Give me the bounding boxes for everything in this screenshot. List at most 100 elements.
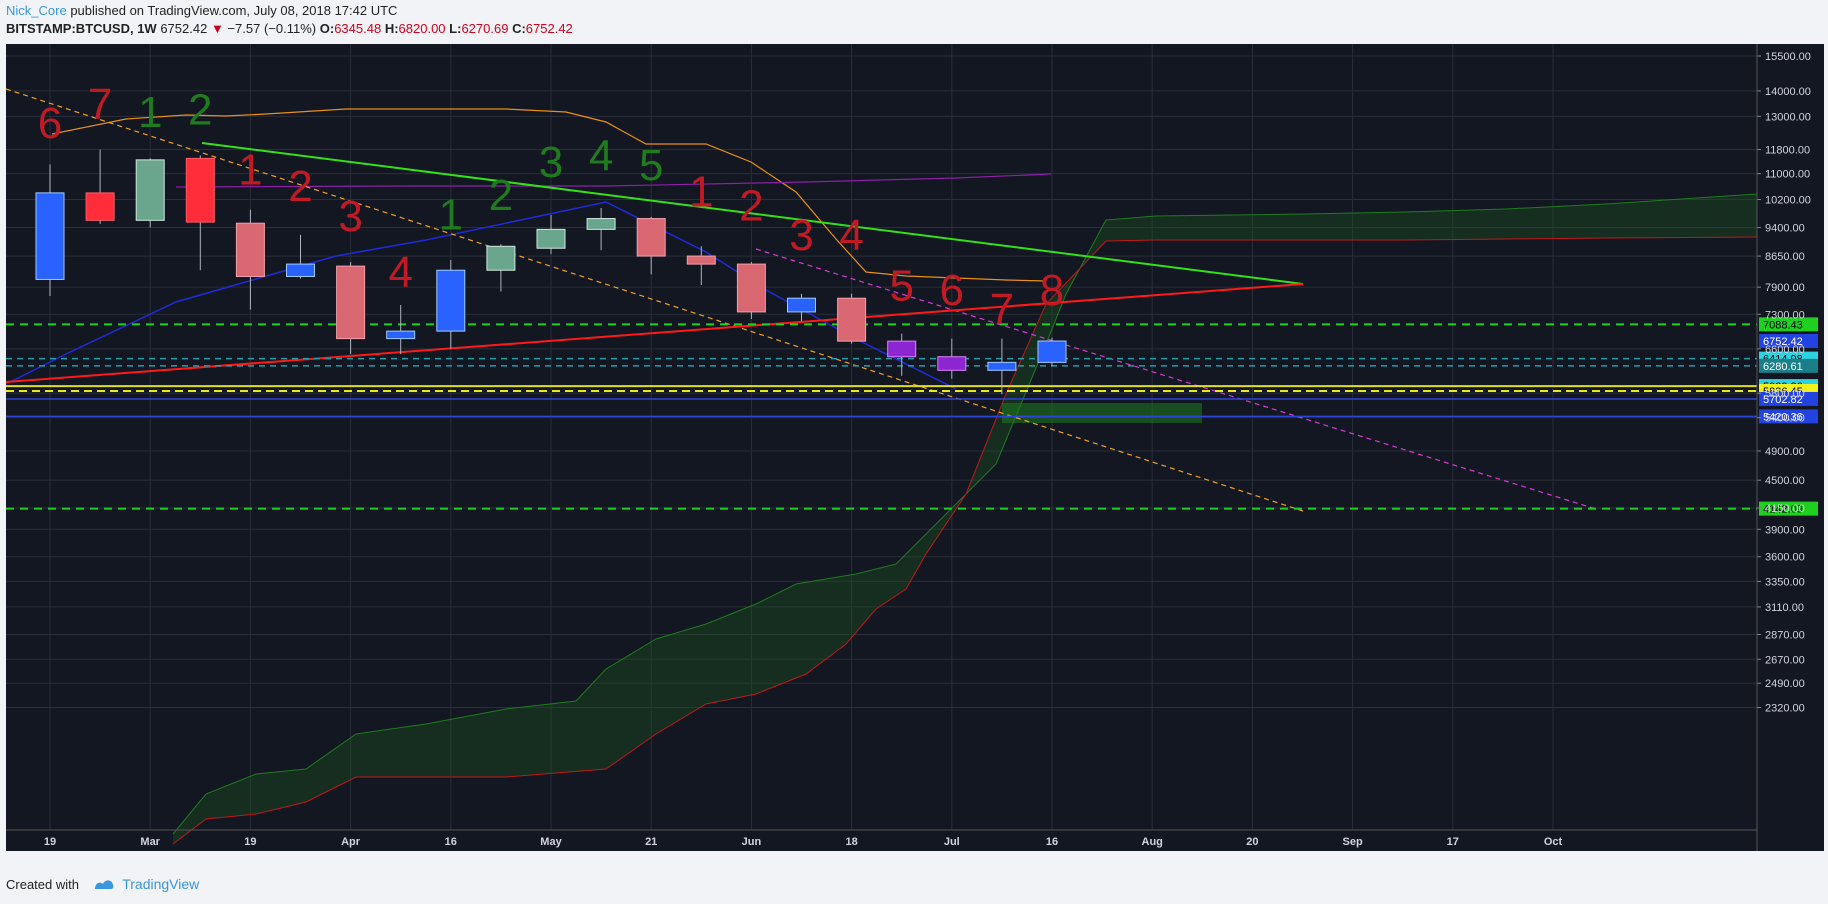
open-label: O:: [319, 21, 335, 36]
candle-body: [987, 361, 1017, 371]
high-value: 6820.00: [398, 21, 446, 36]
price-tick-label: 7300.00: [1765, 309, 1805, 321]
price-tick-label: 11800.00: [1765, 145, 1810, 157]
cloud-span-b: [172, 236, 1758, 845]
cloud-box: [1002, 403, 1202, 423]
published-text: published on TradingView.com, July 08, 2…: [70, 3, 398, 18]
last-price-box: [1759, 334, 1818, 349]
time-tick-label: Jun: [742, 836, 762, 848]
td-count-label: 3: [789, 211, 813, 260]
down-arrow-icon: ▼: [210, 21, 224, 36]
price-tick-label: 2870.00: [1765, 629, 1805, 641]
time-tick-label: Jul: [944, 836, 960, 848]
candle-body: [35, 192, 65, 280]
candle-body: [837, 297, 867, 342]
candle-body: [636, 218, 666, 257]
price-tick-label: 6600.00: [1765, 344, 1805, 356]
td-count-label: 7: [88, 80, 112, 129]
price-tick-label: 8650.00: [1765, 251, 1805, 263]
cloud-span-a: [172, 193, 1758, 835]
time-tick-label: Sep: [1343, 836, 1363, 848]
td-count-label: 7: [990, 285, 1014, 334]
level-price-box: [1759, 358, 1818, 373]
zigzag-blue-line: [6, 201, 957, 390]
time-tick-label: 17: [1447, 836, 1459, 848]
td-count-label: 2: [739, 181, 763, 230]
candle-body: [185, 157, 215, 223]
low-label: L:: [449, 21, 462, 36]
price-tick-label: 7900.00: [1765, 282, 1805, 294]
price-tick-label: 13000.00: [1765, 111, 1811, 123]
green-trendline: [201, 142, 1304, 285]
time-tick-label: Aug: [1142, 836, 1163, 848]
time-tick-label: 21: [645, 836, 657, 848]
candle-body: [436, 269, 466, 332]
price-tick-label: 2490.00: [1765, 678, 1805, 690]
candle-body: [787, 297, 816, 313]
level-price-label: 7088.43: [1763, 319, 1803, 331]
time-axis[interactable]: 19 Mar 19 Apr 16 May 21 Jun 18 Jul 16 Aug 20 Sep 17 Oct: [6, 829, 1757, 848]
cloud-fill: [173, 194, 1757, 844]
price-tick-label: 15500.00: [1765, 51, 1811, 63]
symbol-line: BITSTAMP:BTCUSD, 1W 6752.42 ▼ −7.57 (−0.…: [6, 21, 573, 36]
td-count-label: 6: [940, 266, 964, 315]
publish-line: Nick_Core published on TradingView.com, …: [6, 3, 397, 18]
chart-canvas[interactable]: 7088.436414.986280.615920.865836.455702.…: [6, 44, 1824, 851]
candle-body: [135, 159, 165, 221]
td-count-label: 1: [238, 146, 262, 195]
time-tick-label: 18: [845, 836, 857, 848]
time-tick-label: Apr: [341, 836, 361, 848]
level-lines: 7088.436414.986280.615920.865836.455702.…: [6, 317, 1818, 516]
td-count-label: 1: [689, 167, 713, 216]
price-tick-label: 11000.00: [1765, 169, 1810, 181]
tradingview-brand-link[interactable]: TradingView: [122, 876, 200, 892]
level-price-box: [1759, 501, 1818, 516]
td-count-label: 2: [288, 162, 312, 211]
price-tick-label: 4500.00: [1765, 475, 1805, 487]
level-price-box: [1759, 317, 1818, 332]
tradingview-logo-icon[interactable]: [93, 877, 115, 894]
td-count-label: 3: [539, 138, 563, 187]
price-tick-label: 3350.00: [1765, 576, 1805, 588]
td-count-label: 2: [188, 85, 212, 134]
ma-purple-line: [175, 173, 1052, 188]
price-tick-label: 5800.00: [1765, 388, 1805, 400]
candle-body: [686, 255, 716, 265]
td-count-label: 5: [889, 261, 913, 310]
price-chart[interactable]: 7088.436414.986280.615920.865836.455702.…: [6, 44, 1824, 851]
td-count-label: 3: [338, 192, 362, 241]
last-price-label: 6752.42: [1763, 336, 1803, 348]
ichimoku-cloud: [172, 193, 1758, 845]
magenta-dashed-trendline: [755, 248, 1597, 510]
price-tick-label: 3900.00: [1765, 524, 1805, 536]
price-axis[interactable]: 15500.00 14000.00 13000.00 11800.00 11000.00…: [1756, 44, 1811, 851]
level-price-label: 5420.36: [1763, 411, 1803, 423]
author-link[interactable]: Nick_Core: [6, 3, 67, 18]
price-tick-label: 5400.00: [1765, 413, 1805, 425]
time-tick-label: 19: [44, 836, 56, 848]
time-tick-label: 20: [1246, 836, 1258, 848]
trendline-layer: [6, 88, 1597, 512]
td-count-label: 5: [639, 141, 663, 190]
ma-orange-line: [51, 108, 1047, 282]
td-count-label: 1: [138, 88, 162, 137]
price-tick-label: 14000.00: [1765, 86, 1811, 98]
td-count-label: 4: [589, 132, 613, 181]
red-trendline: [6, 283, 1304, 383]
time-tick-label: May: [540, 836, 562, 848]
price-tick-label: 3600.00: [1765, 552, 1805, 564]
price-tick-label: 2320.00: [1765, 702, 1805, 714]
low-value: 6270.69: [461, 21, 509, 36]
candle-body: [1037, 340, 1067, 363]
price-tick-label: 9400.00: [1765, 223, 1805, 235]
candle-body: [536, 228, 566, 249]
candle-layer: [35, 149, 1067, 395]
last-price: 6752.42: [160, 21, 208, 36]
price-change: −7.57 (−0.11%): [227, 21, 317, 36]
close-label: C:: [512, 21, 526, 36]
candle-body: [486, 245, 516, 271]
time-tick-label: 16: [1046, 836, 1058, 848]
time-tick-label: 19: [244, 836, 256, 848]
time-tick-label: Mar: [140, 836, 160, 848]
